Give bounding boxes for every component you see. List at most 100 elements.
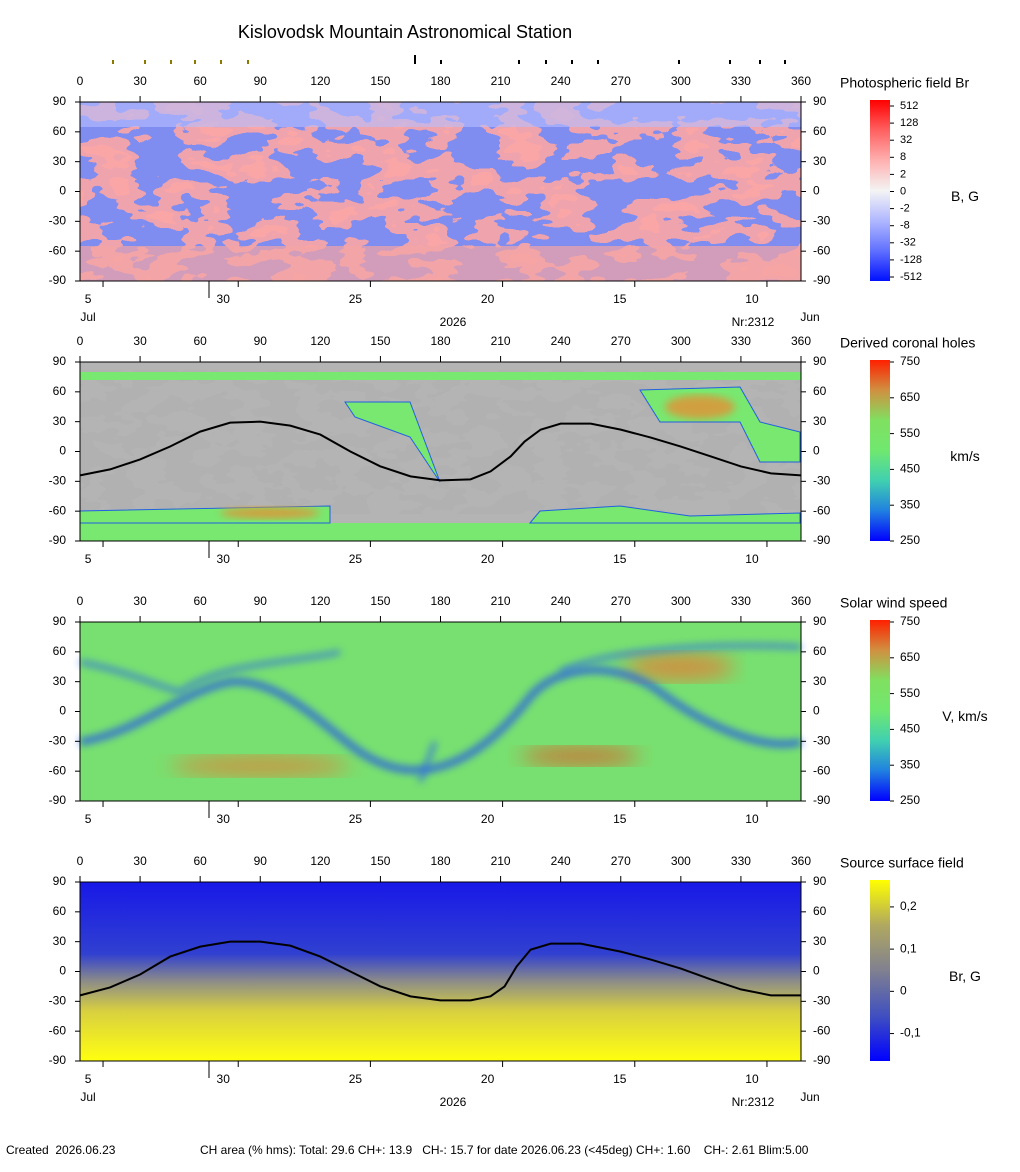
x-tick-label: 210 <box>491 74 511 88</box>
y-tick-label: 30 <box>53 414 67 428</box>
y-tick-label: -90 <box>813 273 831 287</box>
x-tick-label: 0 <box>77 334 84 348</box>
y-tick-label: 30 <box>53 674 67 688</box>
y-tick-label: 60 <box>53 904 67 918</box>
hole-north <box>80 372 801 380</box>
x-tick-label: 330 <box>731 334 751 348</box>
colorbar-title: Derived coronal holes <box>840 335 975 351</box>
y-tick-label: 0 <box>813 184 820 198</box>
x-tick-label: 210 <box>491 594 511 608</box>
x-tick-label: 60 <box>193 594 207 608</box>
x-tick-label: 240 <box>551 594 571 608</box>
date-tick-label: 20 <box>481 292 495 306</box>
month-label: Jun <box>800 1090 819 1104</box>
x-tick-label: 270 <box>611 594 631 608</box>
colorbar-tick-label: 450 <box>900 722 920 736</box>
x-tick-label: 60 <box>193 74 207 88</box>
y-tick-label: 60 <box>53 384 67 398</box>
x-tick-label: 330 <box>731 854 751 868</box>
x-tick-label: 90 <box>254 594 268 608</box>
colorbar <box>870 360 890 541</box>
y-tick-label: -30 <box>49 994 67 1008</box>
polar-band <box>80 102 801 127</box>
colorbar-title: Source surface field <box>840 855 964 871</box>
x-tick-label: 210 <box>491 334 511 348</box>
colorbar-tick-label: 250 <box>900 793 920 807</box>
fast-region <box>170 756 350 776</box>
x-tick-label: 300 <box>671 74 691 88</box>
date-tick-label: 20 <box>481 812 495 826</box>
date-tick-label: 30 <box>217 292 231 306</box>
rotation-label: Nr:2312 <box>732 1095 775 1109</box>
y-tick-label: -60 <box>49 243 67 257</box>
y-tick-label: -60 <box>49 763 67 777</box>
x-tick-label: 60 <box>193 854 207 868</box>
rotation-label: Nr:2312 <box>732 315 775 329</box>
colorbar <box>870 620 890 801</box>
colorbar-tick-label: -0,1 <box>900 1026 921 1040</box>
x-tick-label: 60 <box>193 334 207 348</box>
colorbar-tick-label: 350 <box>900 757 920 771</box>
colorbar-unit: km/s <box>950 448 980 464</box>
month-label: Jul <box>80 310 95 324</box>
date-tick-label: 5 <box>85 1072 92 1086</box>
colorbar-tick-label: -32 <box>900 237 916 249</box>
slow-stream <box>79 643 802 783</box>
neutral-line <box>79 420 802 482</box>
x-tick-label: 330 <box>731 594 751 608</box>
y-tick-label: 0 <box>813 444 820 458</box>
y-tick-label: -30 <box>49 734 67 748</box>
x-tick-label: 330 <box>731 74 751 88</box>
x-tick-label: 240 <box>551 854 571 868</box>
y-tick-label: 0 <box>59 964 66 978</box>
y-tick-label: -60 <box>813 763 831 777</box>
date-tick-label: 25 <box>349 1072 363 1086</box>
y-tick-label: 90 <box>53 94 67 108</box>
colorbar-tick-label: -2 <box>900 203 910 215</box>
x-tick-label: 30 <box>133 854 147 868</box>
y-tick-label: 60 <box>813 644 827 658</box>
date-tick-label: 10 <box>745 812 759 826</box>
date-tick-label: 15 <box>613 1072 627 1086</box>
colorbar-tick-label: 32 <box>900 134 912 146</box>
x-tick-label: 270 <box>611 854 631 868</box>
x-tick-label: 30 <box>133 74 147 88</box>
date-tick-label: 5 <box>85 812 92 826</box>
polar-band <box>80 246 801 281</box>
colorbar-tick-label: 128 <box>900 117 918 129</box>
colorbar-title: Solar wind speed <box>840 595 947 611</box>
x-tick-label: 150 <box>370 594 390 608</box>
y-tick-label: -30 <box>813 214 831 228</box>
date-tick-label: 30 <box>217 552 231 566</box>
y-tick-label: -30 <box>813 994 831 1008</box>
y-tick-label: -30 <box>813 734 831 748</box>
colorbar-tick-label: 550 <box>900 686 920 700</box>
y-tick-label: -60 <box>813 503 831 517</box>
colorbar-tick-label: 250 <box>900 533 920 547</box>
map-background <box>80 882 801 1061</box>
y-tick-label: -60 <box>813 243 831 257</box>
colorbar-tick-label: 750 <box>900 614 920 628</box>
date-tick-label: 10 <box>745 1072 759 1086</box>
x-tick-label: 0 <box>77 854 84 868</box>
y-tick-label: 0 <box>59 704 66 718</box>
x-tick-label: 120 <box>310 594 330 608</box>
neutral-line <box>79 940 801 1002</box>
x-tick-label: 180 <box>430 594 450 608</box>
colorbar-tick-label: 0,1 <box>900 941 917 955</box>
date-tick-label: 5 <box>85 292 92 306</box>
y-tick-label: 60 <box>813 904 827 918</box>
y-tick-label: 0 <box>59 184 66 198</box>
y-tick-label: -90 <box>813 533 831 547</box>
created-label: Created 2026.06.23 <box>6 1143 116 1157</box>
x-tick-label: 90 <box>254 854 268 868</box>
orbit-markers <box>112 55 786 64</box>
y-tick-label: 0 <box>813 704 820 718</box>
y-tick-label: -60 <box>813 1023 831 1037</box>
y-tick-label: 90 <box>53 614 67 628</box>
date-tick-label: 10 <box>745 292 759 306</box>
date-tick-label: 10 <box>745 552 759 566</box>
y-tick-label: 90 <box>813 614 827 628</box>
